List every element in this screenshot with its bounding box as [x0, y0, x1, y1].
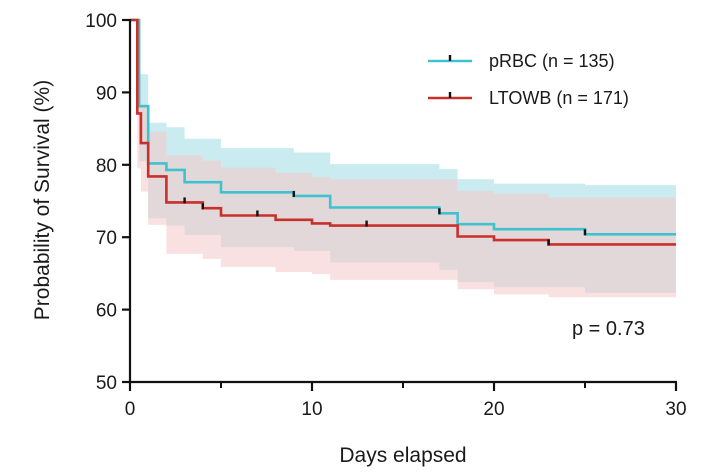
- y-tick-label-70: 70: [96, 228, 117, 249]
- legend-label-1: LTOWB (n = 171): [489, 88, 629, 108]
- y-tick-label-80: 80: [96, 156, 117, 177]
- y-tick-label-100: 100: [85, 11, 117, 32]
- y-axis-title: Probability of Survival (%): [31, 80, 54, 320]
- y-tick-label-50: 50: [96, 373, 117, 394]
- x-tick-label-30: 30: [665, 399, 686, 420]
- axes: 50 60 70 80 90 100 0 10 20 30: [85, 11, 686, 420]
- x-axis-title: Days elapsed: [339, 444, 466, 467]
- survival-line-1: [130, 18, 676, 246]
- x-tick-label-0: 0: [125, 399, 136, 420]
- x-tick-label-20: 20: [483, 399, 504, 420]
- y-tick-label-60: 60: [96, 301, 117, 322]
- legend-label-0: pRBC (n = 135): [489, 51, 615, 71]
- p-value-annotation: p = 0.73: [572, 318, 645, 340]
- censor-marks: [183, 190, 587, 246]
- x-tick-label-10: 10: [301, 399, 322, 420]
- legend: pRBC (n = 135) LTOWB (n = 171): [428, 51, 629, 108]
- y-tick-label-90: 90: [96, 83, 117, 104]
